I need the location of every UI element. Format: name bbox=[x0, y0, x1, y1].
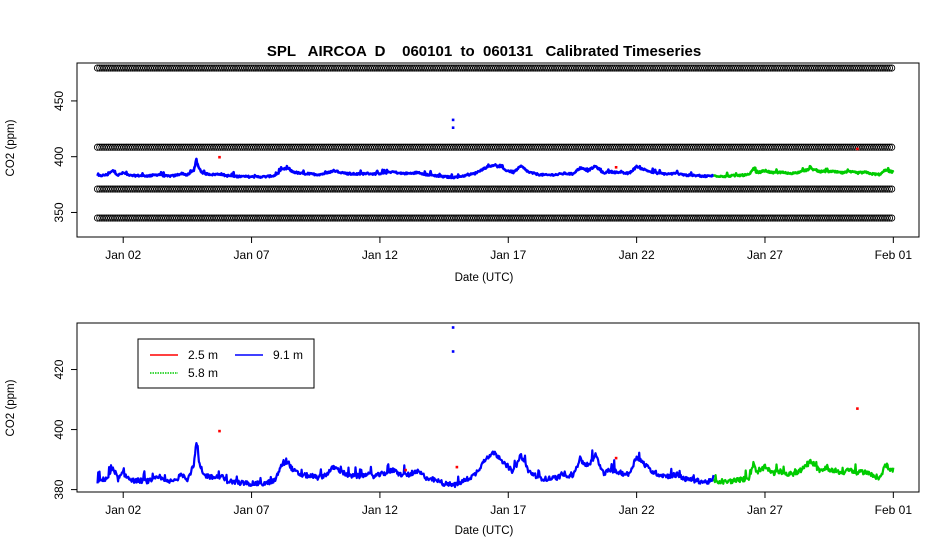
bottom-x-ticks: Jan 02 Jan 07 Jan 12 Jan 17 Jan 22 Jan 27 Feb … bbox=[105, 492, 912, 517]
legend-label-5-8m: 5.8 m bbox=[188, 366, 218, 380]
top-outlier-point bbox=[218, 155, 221, 159]
top-outlier-point bbox=[856, 147, 859, 151]
top-y-ticks: 350 400 450 bbox=[52, 91, 77, 222]
top-x-tick-label: Jan 02 bbox=[105, 248, 141, 262]
top-y-tick-label: 450 bbox=[52, 91, 66, 111]
bottom-outliers bbox=[218, 326, 859, 472]
bottom-panel: CO2 (ppm) Date (UTC) Jan 02 Jan 07 Jan 12 J… bbox=[5, 322, 920, 537]
calibration-level-0 bbox=[93, 64, 896, 72]
calibration-marker bbox=[883, 64, 891, 72]
top-series bbox=[96, 157, 895, 180]
bottom-outlier-point bbox=[856, 407, 859, 410]
top-x-tick-label: Jan 12 bbox=[362, 248, 398, 262]
top-calibration-bands bbox=[93, 64, 896, 222]
calibration-marker bbox=[885, 143, 894, 151]
top-outlier-point bbox=[451, 126, 455, 129]
bottom-series-9-1-m bbox=[96, 442, 715, 489]
calibration-marker bbox=[888, 64, 896, 72]
top-series-5-8-m bbox=[713, 164, 895, 179]
bottom-x-tick-label: Jan 12 bbox=[362, 503, 398, 517]
top-outliers bbox=[218, 118, 859, 169]
top-x-tick-label: Jan 22 bbox=[619, 248, 655, 262]
bottom-plot-frame bbox=[76, 322, 920, 493]
bottom-x-tick-label: Jan 02 bbox=[105, 503, 141, 517]
top-panel: CO2 (ppm) Date (UTC) Jan 02 Jan 07 Jan 12 J… bbox=[5, 62, 920, 284]
calibration-marker bbox=[883, 185, 891, 193]
calibration-level-3 bbox=[93, 214, 896, 222]
top-series-9-1-m bbox=[96, 157, 715, 180]
top-y-tick-label: 400 bbox=[52, 146, 66, 166]
bottom-series-5-8-m bbox=[712, 458, 895, 485]
top-plot-frame bbox=[76, 62, 920, 238]
top-x-tick-label: Feb 01 bbox=[875, 248, 913, 262]
bottom-x-tick-label: Jan 07 bbox=[234, 503, 270, 517]
top-outlier-point bbox=[451, 118, 455, 122]
top-y-tick-label: 350 bbox=[52, 202, 66, 222]
bottom-y-tick-label: 420 bbox=[52, 359, 66, 379]
top-x-tick-label: Jan 07 bbox=[234, 248, 270, 262]
calibration-level-1 bbox=[93, 143, 896, 151]
bottom-outlier-point bbox=[404, 468, 407, 472]
bottom-x-tick-label: Jan 27 bbox=[747, 503, 783, 517]
bottom-outlier-point bbox=[451, 350, 455, 353]
calibration-marker bbox=[888, 143, 896, 151]
bottom-x-tick-label: Jan 22 bbox=[619, 503, 655, 517]
top-x-tick-label: Jan 27 bbox=[747, 248, 783, 262]
legend: 2.5 m 9.1 m 5.8 m bbox=[137, 338, 315, 389]
calibration-level-2 bbox=[93, 185, 896, 193]
calibration-marker bbox=[888, 185, 896, 193]
top-y-axis-label: CO2 (ppm) bbox=[5, 119, 17, 176]
calibration-marker bbox=[885, 64, 894, 72]
top-outlier-point bbox=[614, 166, 618, 169]
bottom-x-tick-label: Feb 01 bbox=[875, 503, 913, 517]
bottom-outlier-point bbox=[451, 326, 455, 329]
legend-box bbox=[137, 338, 315, 389]
top-x-axis-label: Date (UTC) bbox=[455, 272, 514, 284]
calibration-marker bbox=[885, 185, 894, 193]
calibration-marker bbox=[888, 214, 896, 222]
chart-title: SPL AIRCOA D 060101 to 060131 Calibrated… bbox=[267, 43, 701, 60]
calibration-marker bbox=[883, 214, 891, 222]
top-x-ticks: Jan 02 Jan 07 Jan 12 Jan 17 Jan 22 Jan 27 Feb … bbox=[105, 237, 912, 262]
bottom-series bbox=[96, 442, 895, 489]
calibration-marker bbox=[885, 214, 894, 222]
top-x-tick-label: Jan 17 bbox=[490, 248, 526, 262]
bottom-x-axis-label: Date (UTC) bbox=[455, 525, 514, 537]
bottom-x-tick-label: Jan 17 bbox=[490, 503, 526, 517]
bottom-y-ticks: 380 400 420 bbox=[52, 359, 77, 500]
legend-label-9-1m: 9.1 m bbox=[273, 348, 303, 362]
bottom-y-axis-label: CO2 (ppm) bbox=[5, 379, 17, 436]
bottom-outlier-point bbox=[455, 465, 459, 469]
legend-label-2-5m: 2.5 m bbox=[188, 348, 218, 362]
bottom-outlier-point bbox=[614, 456, 618, 460]
calibration-marker bbox=[883, 143, 891, 151]
bottom-y-tick-label: 400 bbox=[52, 419, 66, 439]
bottom-y-tick-label: 380 bbox=[52, 479, 66, 499]
bottom-outlier-point bbox=[218, 429, 221, 433]
